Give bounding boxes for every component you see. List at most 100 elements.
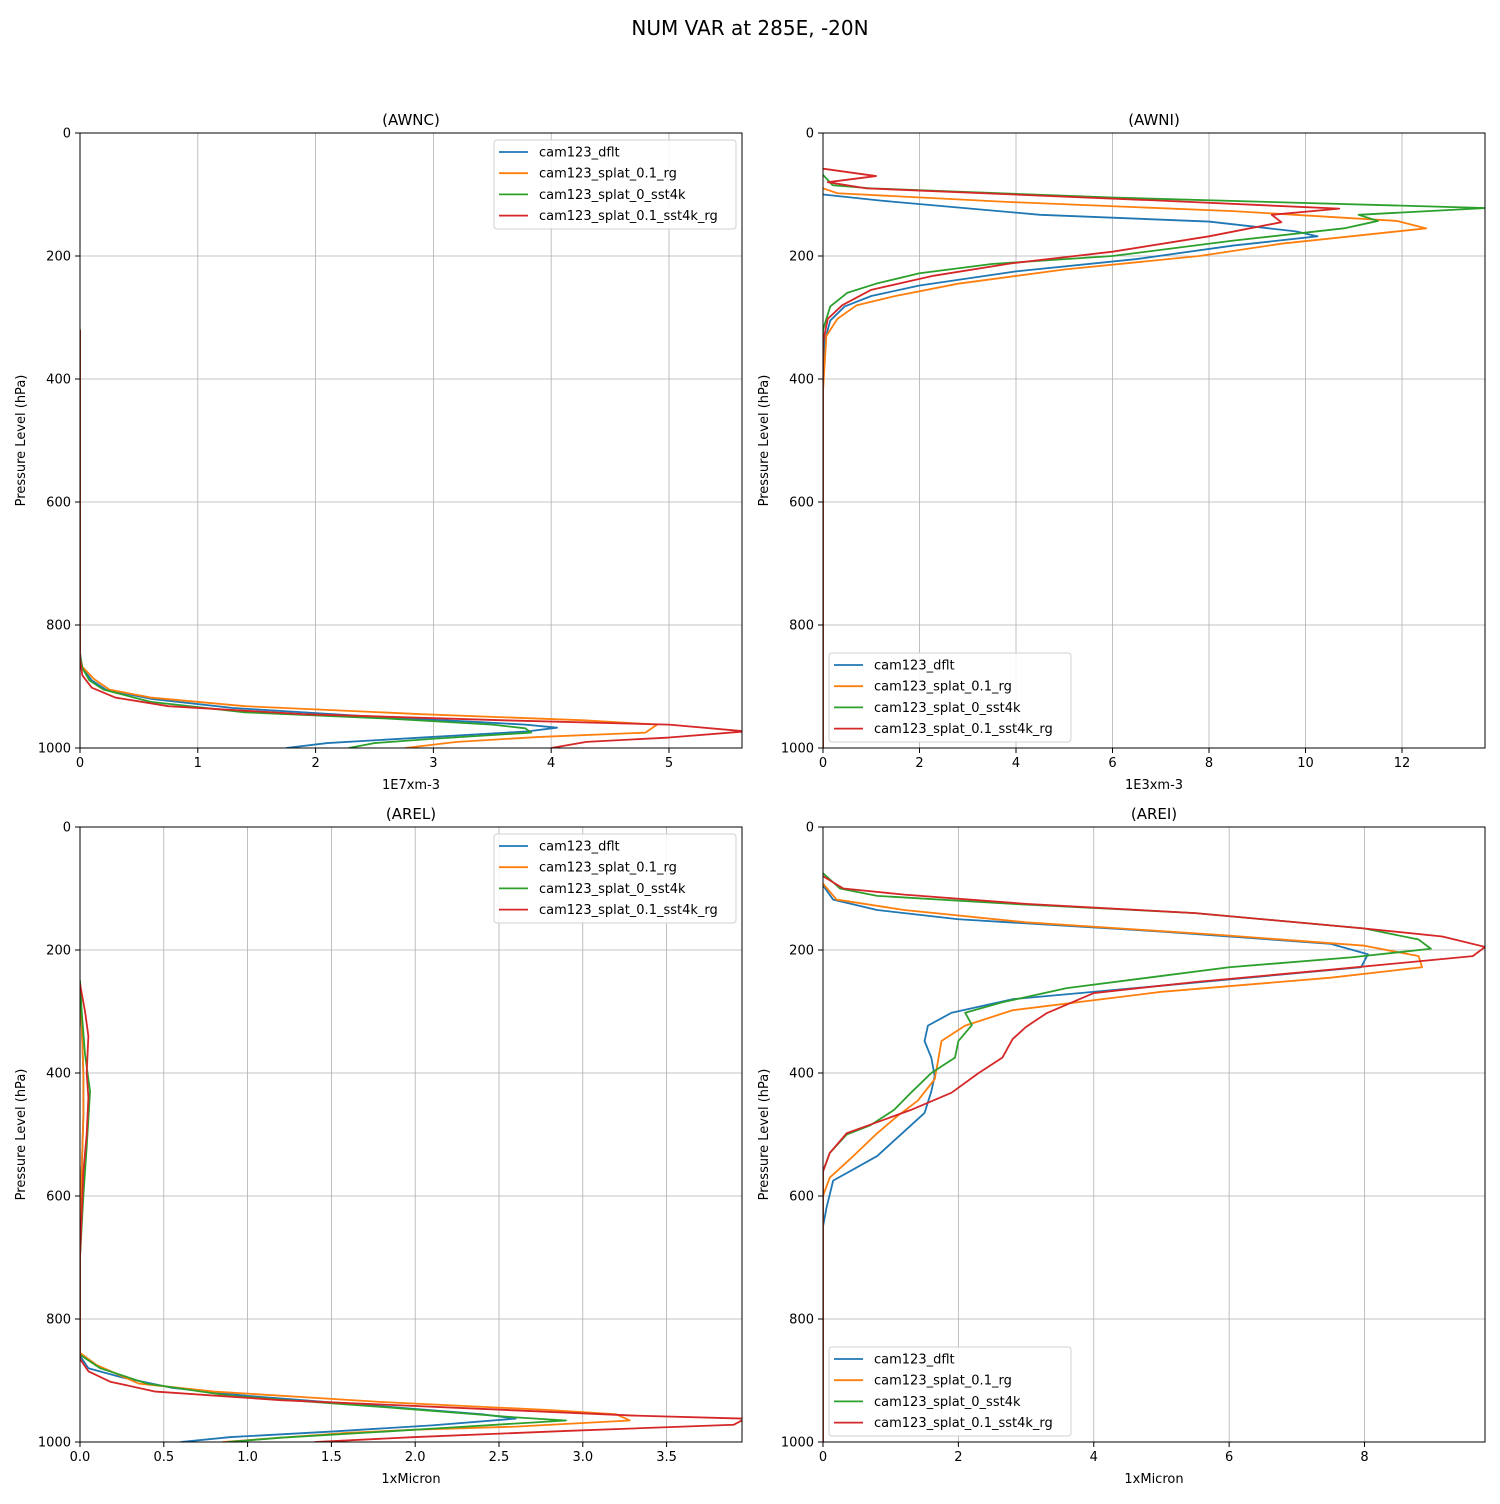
y-tick-label: 600 <box>789 1190 814 1205</box>
legend: cam123_dflt cam123_splat_0.1_rg cam123_spl… <box>828 652 1072 743</box>
legend-box <box>493 139 737 230</box>
chart-panel-2: 0 2 4 6 8 10 12 0 200 400 600 800 1000 (AWNI) 1E3xm-3 P… <box>757 111 1486 793</box>
y-tick-label: 600 <box>789 496 814 511</box>
legend-label: cam123_splat_0_sst4k <box>874 1395 1021 1410</box>
x-tick-label: 0.0 <box>70 1450 91 1465</box>
panel-title: (AWNI) <box>1128 111 1180 129</box>
y-tick-label: 1000 <box>781 1436 814 1451</box>
series-line-cam123_splat_0_sst4k <box>823 174 1485 748</box>
panel-title: (AREL) <box>386 805 436 823</box>
x-tick-label: 1.5 <box>321 1450 342 1465</box>
panel-title: (AREI) <box>1131 805 1177 823</box>
chart-panel-4: 0 2 4 6 8 0 200 400 600 800 1000 (AREI) 1xMicron Pres… <box>757 805 1486 1487</box>
x-tick-label: 10 <box>1297 756 1314 771</box>
x-tick-label: 6 <box>1108 756 1116 771</box>
y-tick-label: 1000 <box>38 1436 71 1451</box>
y-axis-label: Pressure Level (hPa) <box>757 375 772 507</box>
x-tick-label: 2 <box>915 756 923 771</box>
x-tick-label: 2.5 <box>489 1450 510 1465</box>
legend-label: cam123_splat_0_sst4k <box>539 882 686 897</box>
legend-label: cam123_splat_0.1_rg <box>539 861 677 876</box>
x-tick-label: 0.5 <box>153 1450 174 1465</box>
series-line-cam123_splat_0.1_sst4k_rg <box>80 983 742 1442</box>
x-axis-label: 1xMicron <box>1124 1472 1183 1487</box>
series-line-cam123_splat_0.1_sst4k_rg <box>823 167 1341 748</box>
y-tick-label: 0 <box>63 821 71 836</box>
x-tick-label: 2 <box>954 1450 962 1465</box>
chart-panel-3: 0.0 0.5 1.0 1.5 2.0 2.5 3.0 3.5 0 200 400 600 800 100… <box>14 805 743 1487</box>
series-line-cam123_dflt <box>80 329 558 748</box>
series-line-cam123_dflt <box>823 193 1319 748</box>
y-tick-label: 0 <box>806 127 814 142</box>
x-axis-label: 1E3xm-3 <box>1125 778 1183 793</box>
series-line-cam123_splat_0.1_sst4k_rg <box>823 875 1485 1442</box>
x-tick-label: 4 <box>1090 1450 1098 1465</box>
y-tick-label: 800 <box>789 1313 814 1328</box>
series-line-cam123_splat_0.1_rg <box>823 187 1428 748</box>
plot-frame <box>79 132 743 749</box>
y-tick-label: 0 <box>806 821 814 836</box>
series-line-cam123_splat_0.1_sst4k_rg <box>80 329 742 748</box>
legend-box <box>828 1346 1072 1437</box>
y-tick-label: 200 <box>789 250 814 265</box>
x-tick-label: 12 <box>1394 756 1411 771</box>
x-tick-label: 2.0 <box>405 1450 426 1465</box>
legend-label: cam123_dflt <box>874 1353 955 1368</box>
y-tick-label: 400 <box>789 373 814 388</box>
x-tick-label: 1 <box>194 756 202 771</box>
panel-title: (AWNC) <box>382 111 440 129</box>
plot-frame <box>822 826 1486 1443</box>
legend: cam123_dflt cam123_splat_0.1_rg cam123_spl… <box>493 833 737 924</box>
legend-label: cam123_splat_0.1_sst4k_rg <box>539 903 718 918</box>
x-tick-label: 6 <box>1225 1450 1233 1465</box>
y-tick-label: 0 <box>63 127 71 142</box>
figure-title: NUM VAR at 285E, -20N <box>631 16 869 40</box>
series-line-cam123_splat_0_sst4k <box>80 329 533 748</box>
legend-label: cam123_splat_0.1_rg <box>874 680 1012 695</box>
y-tick-label: 200 <box>46 944 71 959</box>
y-tick-label: 400 <box>46 1067 71 1082</box>
legend-label: cam123_splat_0_sst4k <box>539 188 686 203</box>
y-tick-label: 1000 <box>38 742 71 757</box>
x-tick-label: 3.0 <box>572 1450 593 1465</box>
y-axis-label: Pressure Level (hPa) <box>757 1069 772 1201</box>
legend-label: cam123_dflt <box>539 146 620 161</box>
x-tick-label: 1.0 <box>237 1450 258 1465</box>
series-line-cam123_splat_0.1_rg <box>80 329 659 748</box>
legend-label: cam123_splat_0_sst4k <box>874 701 1021 716</box>
legend-label: cam123_splat_0.1_sst4k_rg <box>539 209 718 224</box>
legend-box <box>493 833 737 924</box>
y-tick-label: 600 <box>46 1190 71 1205</box>
series-line-cam123_splat_0.1_rg <box>80 980 631 1442</box>
y-tick-label: 400 <box>789 1067 814 1082</box>
legend-label: cam123_splat_0.1_sst4k_rg <box>874 722 1053 737</box>
y-tick-label: 800 <box>46 1313 71 1328</box>
x-tick-label: 0 <box>819 1450 827 1465</box>
y-tick-label: 1000 <box>781 742 814 757</box>
y-axis-label: Pressure Level (hPa) <box>14 375 29 507</box>
legend-label: cam123_splat_0.1_rg <box>874 1374 1012 1389</box>
x-tick-label: 8 <box>1360 1450 1368 1465</box>
y-tick-label: 800 <box>46 619 71 634</box>
x-tick-label: 2 <box>311 756 319 771</box>
series-line-cam123_dflt <box>80 980 517 1442</box>
legend-label: cam123_dflt <box>539 840 620 855</box>
x-tick-label: 8 <box>1205 756 1213 771</box>
legend-label: cam123_splat_0.1_sst4k_rg <box>874 1416 1053 1431</box>
series-line-cam123_splat_0.1_rg <box>823 882 1423 1442</box>
y-tick-label: 800 <box>789 619 814 634</box>
x-tick-label: 0 <box>76 756 84 771</box>
plot-frame <box>79 826 743 1443</box>
y-tick-label: 400 <box>46 373 71 388</box>
series-line-cam123_splat_0_sst4k <box>80 980 567 1442</box>
x-tick-label: 4 <box>547 756 555 771</box>
x-tick-label: 4 <box>1012 756 1020 771</box>
legend-label: cam123_splat_0.1_rg <box>539 167 677 182</box>
legend-box <box>828 652 1072 743</box>
x-tick-label: 3.5 <box>656 1450 677 1465</box>
legend: cam123_dflt cam123_splat_0.1_rg cam123_spl… <box>493 139 737 230</box>
y-tick-label: 200 <box>789 944 814 959</box>
x-axis-label: 1E7xm-3 <box>382 778 440 793</box>
x-tick-label: 3 <box>429 756 437 771</box>
